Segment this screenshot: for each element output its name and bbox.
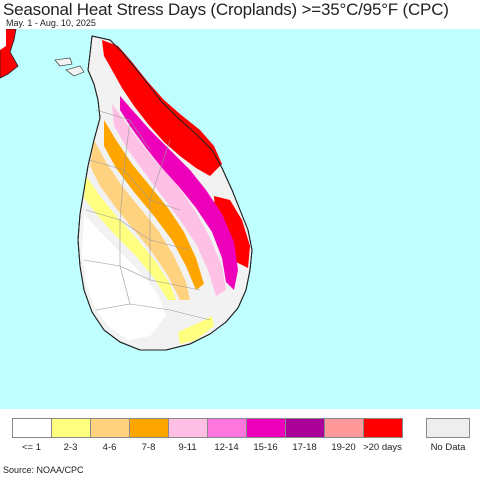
- source-credit: Source: NOAA/CPC: [3, 465, 84, 475]
- legend-label: 9-11: [178, 442, 197, 453]
- heat-magenta: [120, 96, 238, 290]
- legend-swatch: [324, 418, 364, 438]
- sri-lanka-map: [0, 29, 480, 409]
- legend-label: 15-16: [253, 442, 278, 453]
- heat-light-orange: [90, 140, 190, 300]
- legend-swatches: [12, 418, 403, 440]
- heat-red-east: [214, 196, 250, 268]
- legend-labels: <= 1 2-3 4-6 7-8 9-11 12-14 15-16 17-18 …: [12, 442, 402, 454]
- legend-swatch: [207, 418, 247, 438]
- legend-swatch: [168, 418, 208, 438]
- legend-label: <= 1: [21, 442, 42, 453]
- date-range: May. 1 - Aug. 10, 2025: [6, 18, 96, 28]
- legend-swatch: [285, 418, 325, 438]
- legend-label: 7-8: [141, 442, 156, 453]
- india-coast-fringe: [0, 29, 6, 50]
- legend-label: 17-18: [292, 442, 317, 453]
- legend-swatch: [90, 418, 130, 438]
- heat-red-northeast: [102, 40, 222, 176]
- legend-label: >20 days: [363, 442, 402, 453]
- heat-yellow: [84, 176, 176, 300]
- heat-yellow-south: [178, 316, 214, 344]
- legend-swatch: [363, 418, 403, 438]
- district-boundaries: [83, 109, 211, 321]
- legend-label: 12-14: [214, 442, 239, 453]
- legend-swatch: [129, 418, 169, 438]
- legend-swatch: [246, 418, 286, 438]
- heat-pink: [112, 104, 226, 296]
- legend-label: 4-6: [102, 442, 117, 453]
- legend-label: 2-3: [63, 442, 78, 453]
- coastline: [77, 35, 253, 351]
- legend-nodata-label: No Data: [430, 442, 466, 453]
- legend-swatch: [12, 418, 52, 438]
- island-north: [54, 57, 73, 67]
- legend-label: 19-20: [331, 442, 356, 453]
- map-title: Seasonal Heat Stress Days (Croplands) >=…: [3, 0, 449, 19]
- legend-nodata-swatch: [426, 418, 470, 438]
- island-jaffna: [65, 65, 85, 77]
- legend-swatch: [51, 418, 91, 438]
